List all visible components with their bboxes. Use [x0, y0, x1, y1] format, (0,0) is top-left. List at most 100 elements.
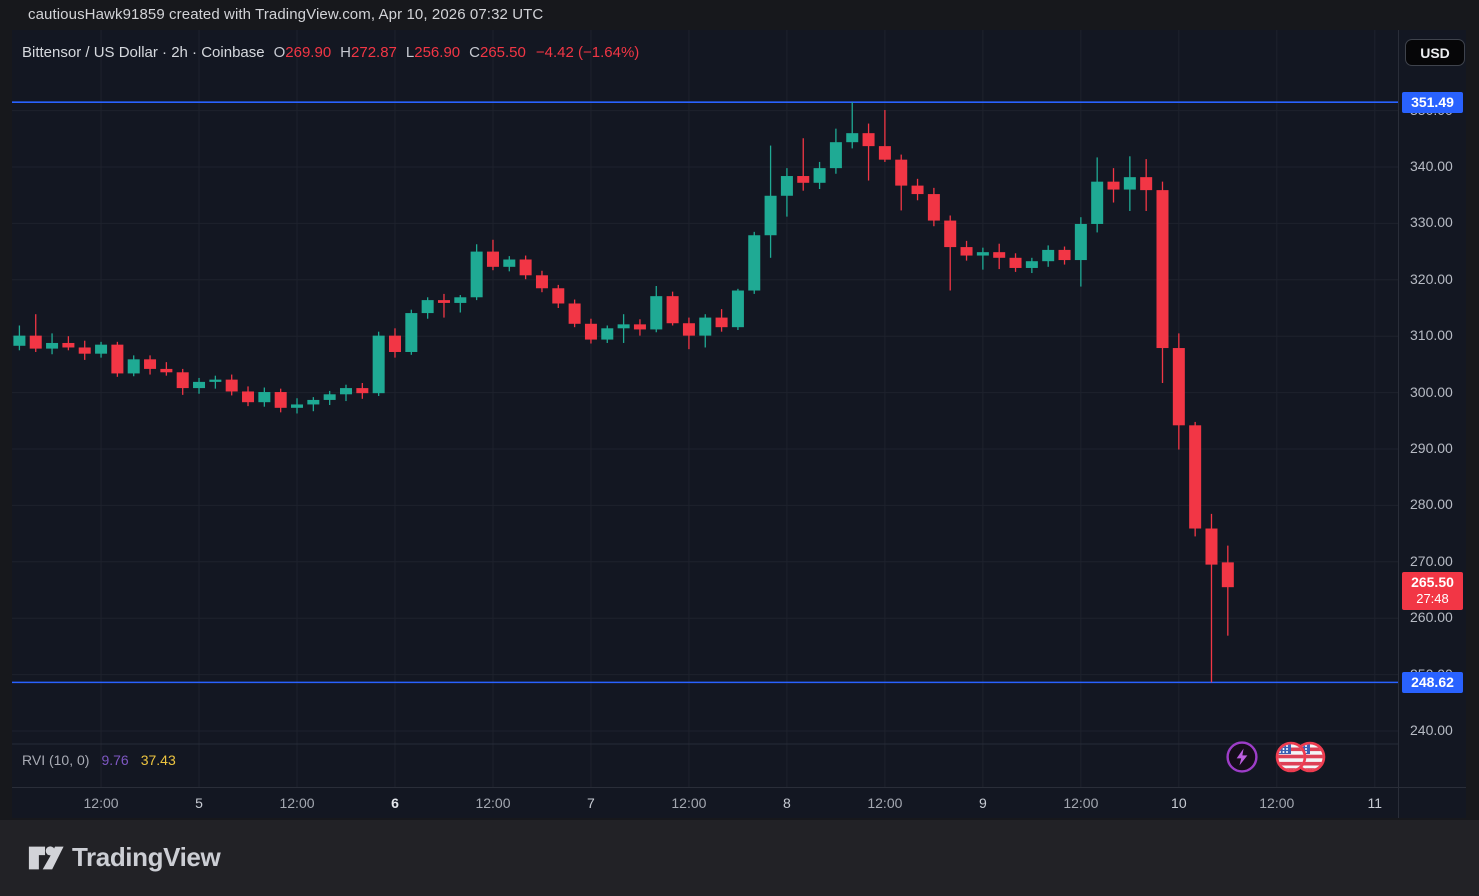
- candle: [372, 331, 385, 396]
- open-value: 269.90: [285, 44, 332, 61]
- candle: [1172, 333, 1185, 450]
- candle: [1123, 156, 1136, 211]
- time-tick-label: 8: [783, 795, 791, 811]
- candle: [797, 138, 810, 191]
- lightning-event-icon[interactable]: [1225, 740, 1259, 774]
- tradingview-wordmark: TradingView: [72, 842, 221, 872]
- candle: [813, 161, 826, 189]
- candle: [535, 270, 548, 293]
- candle: [388, 328, 401, 358]
- candle: [13, 325, 26, 351]
- candle: [437, 293, 450, 318]
- candle: [715, 309, 728, 332]
- candle: [1156, 181, 1169, 384]
- candle: [617, 314, 630, 343]
- candle: [1205, 513, 1218, 683]
- candle: [862, 123, 875, 181]
- candle: [829, 128, 842, 174]
- candle: [650, 286, 663, 333]
- candle: [470, 244, 483, 301]
- candle: [878, 110, 891, 162]
- candle: [62, 336, 75, 351]
- candle: [160, 362, 173, 376]
- candle: [193, 377, 206, 394]
- time-tick-label: 12:00: [83, 795, 119, 811]
- candle: [944, 215, 957, 291]
- candle: [209, 375, 222, 389]
- low-value: 256.90: [414, 44, 461, 61]
- candle: [927, 187, 940, 227]
- close-label: C: [469, 44, 480, 61]
- indicator-value-2: 37.43: [140, 752, 176, 768]
- candle: [1221, 545, 1234, 636]
- candle: [454, 295, 467, 313]
- time-tick-label: 6: [391, 795, 399, 811]
- candle: [960, 240, 973, 261]
- time-tick-label: 9: [978, 795, 987, 811]
- candle: [486, 239, 499, 271]
- candle: [291, 398, 304, 414]
- candle: [29, 314, 42, 352]
- price-tick-label: 300.00: [1410, 383, 1453, 400]
- open-label: O: [273, 44, 286, 61]
- candle: [405, 309, 418, 355]
- candle: [764, 145, 777, 258]
- candle: [993, 243, 1006, 270]
- price-tick-label: 280.00: [1410, 496, 1453, 513]
- last-price-label: 265.50 27:48: [1402, 572, 1463, 611]
- bar-countdown: 27:48: [1416, 591, 1449, 607]
- price-tick-label: 330.00: [1410, 214, 1453, 231]
- candle: [323, 390, 336, 406]
- candle: [666, 291, 679, 326]
- candle: [127, 355, 140, 377]
- candle: [682, 317, 695, 350]
- candle: [176, 368, 189, 395]
- close-value: 265.50: [479, 44, 526, 61]
- price-tick-label: 320.00: [1410, 270, 1453, 287]
- candle: [633, 319, 646, 336]
- time-tick-label: 12:00: [279, 795, 315, 811]
- candle: [1025, 257, 1038, 274]
- candle: [976, 247, 989, 270]
- candle: [340, 384, 352, 402]
- symbol-legend[interactable]: Bittensor / US Dollar · 2h · Coinbase O26…: [22, 44, 639, 61]
- candle: [111, 341, 124, 377]
- candle: [144, 355, 157, 375]
- indicator-value-1: 9.76: [101, 752, 129, 768]
- candle: [258, 387, 271, 407]
- candle: [1091, 157, 1104, 233]
- time-tick-label: 11: [1367, 795, 1383, 811]
- time-tick-label: 7: [587, 795, 595, 811]
- candle: [780, 168, 793, 217]
- chart-pane[interactable]: Bittensor / US Dollar · 2h · Coinbase O26…: [12, 30, 1398, 818]
- time-tick-label: 5: [195, 795, 203, 811]
- level-price-label: 248.62: [1402, 671, 1463, 693]
- time-axis-border: [12, 787, 1466, 788]
- price-tick-label: 340.00: [1410, 158, 1453, 174]
- candle: [225, 374, 238, 396]
- indicator-name: RVI: [22, 752, 46, 768]
- candle: [1042, 245, 1055, 267]
- currency-toggle-button[interactable]: USD: [1405, 39, 1465, 66]
- watermark-text: cautiousHawk91859 created with TradingVi…: [28, 6, 544, 23]
- change-value: −4.42 (−1.64%): [535, 44, 640, 61]
- candle: [568, 299, 581, 328]
- candle: [895, 154, 908, 211]
- price-axis[interactable]: 240.00250.00260.00270.00280.00290.00300.…: [1398, 30, 1466, 818]
- candle: [519, 255, 532, 280]
- indicator-params: (10, 0): [48, 752, 90, 768]
- time-tick-label: 12:00: [475, 795, 511, 811]
- candle: [274, 388, 287, 413]
- time-tick-label: 12:00: [1259, 795, 1295, 811]
- high-label: H: [340, 44, 352, 61]
- candle: [1009, 253, 1022, 272]
- indicator-legend[interactable]: RVI (10, 0) 9.76 37.43: [22, 752, 176, 768]
- time-tick-label: 12:00: [867, 795, 903, 811]
- candlestick-chart[interactable]: [12, 30, 1398, 787]
- candle: [356, 383, 369, 399]
- candle: [846, 102, 859, 149]
- candle: [78, 340, 91, 360]
- candle: [307, 397, 320, 412]
- us-flag-event-icons[interactable]: [1273, 740, 1328, 774]
